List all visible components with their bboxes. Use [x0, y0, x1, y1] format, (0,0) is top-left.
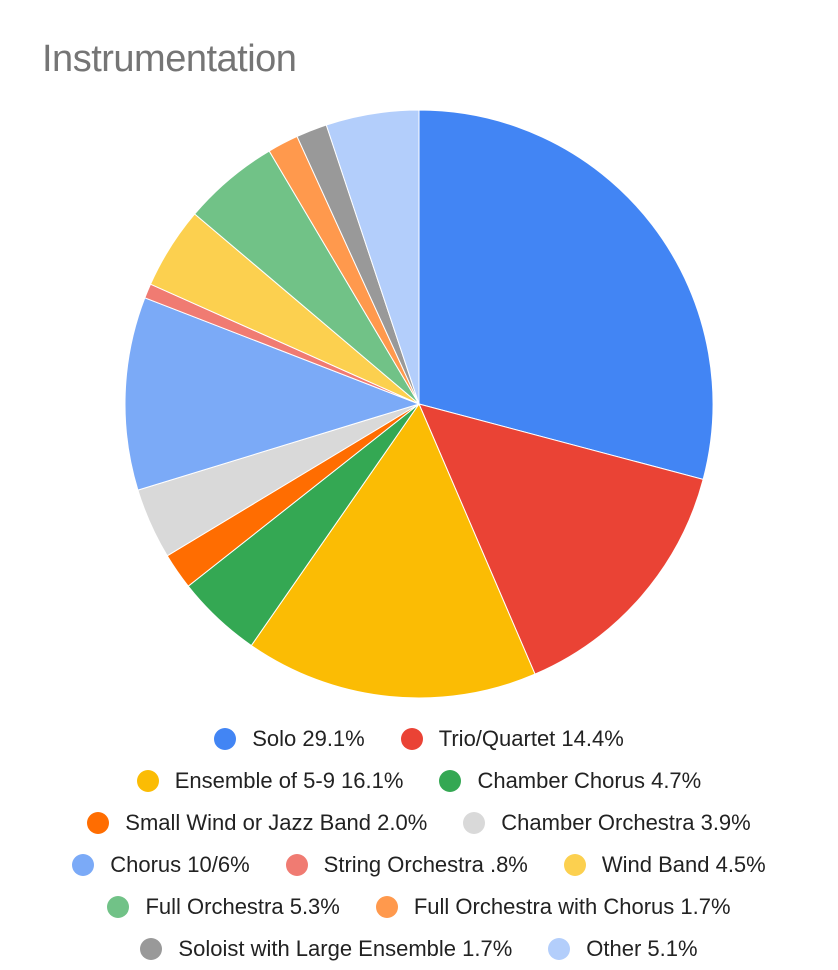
- legend-swatch: [214, 728, 237, 750]
- legend-label: Chorus 10/6%: [110, 852, 250, 877]
- legend-row: Small Wind or Jazz Band 2.0% Chamber Orch…: [0, 802, 838, 844]
- pie-slices: [124, 109, 714, 699]
- legend-swatch: [375, 896, 398, 918]
- legend-swatch: [563, 854, 586, 876]
- legend-label: Wind Band 4.5%: [601, 852, 766, 877]
- legend-item[interactable]: Chamber Orchestra 3.9%: [463, 810, 751, 836]
- legend-item[interactable]: Solo 29.1%: [214, 726, 365, 752]
- pie-slice-12[interactable]: [325, 109, 420, 405]
- legend-item[interactable]: String Orchestra .8%: [285, 852, 528, 878]
- legend-swatch: [72, 854, 95, 876]
- legend-label: Chamber Chorus 4.7%: [477, 768, 702, 793]
- legend-item[interactable]: Soloist with Large Ensemble 1.7%: [140, 936, 512, 962]
- legend-item[interactable]: Other 5.1%: [548, 936, 698, 962]
- legend-item[interactable]: Chamber Chorus 4.7%: [439, 768, 701, 794]
- legend-swatch: [107, 896, 130, 918]
- legend-item[interactable]: Chorus 10/6%: [72, 852, 250, 878]
- pie-slice-2[interactable]: [250, 402, 536, 699]
- legend-label: Full Orchestra 5.3%: [145, 894, 340, 919]
- legend-label: Chamber Orchestra 3.9%: [501, 810, 751, 835]
- legend-row: Solo 29.1% Trio/Quartet 14.4%: [0, 718, 838, 760]
- legend-label: String Orchestra .8%: [323, 852, 528, 877]
- legend-swatch: [463, 812, 486, 834]
- legend-label: Ensemble of 5-9 16.1%: [174, 768, 404, 793]
- chart-title: Instrumentation: [42, 38, 297, 80]
- legend-row: Ensemble of 5-9 16.1% Chamber Chorus 4.7%: [0, 760, 838, 802]
- legend-item[interactable]: Full Orchestra 5.3%: [107, 894, 340, 920]
- legend-label: Full Orchestra with Chorus 1.7%: [413, 894, 731, 919]
- legend-swatch: [136, 770, 159, 792]
- legend-item[interactable]: Ensemble of 5-9 16.1%: [136, 768, 404, 794]
- legend-row: Soloist with Large Ensemble 1.7% Other 5.…: [0, 928, 838, 970]
- legend-swatch: [548, 938, 571, 960]
- legend-item[interactable]: Trio/Quartet 14.4%: [400, 726, 624, 752]
- pie-slice-6[interactable]: [124, 297, 421, 491]
- pie-slice-0[interactable]: [418, 109, 714, 481]
- legend-swatch: [285, 854, 308, 876]
- pie-slice-1[interactable]: [418, 403, 704, 675]
- legend: Solo 29.1% Trio/Quartet 14.4% Ensemble of …: [0, 718, 838, 970]
- legend-swatch: [400, 728, 423, 750]
- legend-item[interactable]: Small Wind or Jazz Band 2.0%: [87, 810, 427, 836]
- legend-swatch: [87, 812, 110, 834]
- legend-label: Soloist with Large Ensemble 1.7%: [178, 936, 513, 961]
- legend-item[interactable]: Wind Band 4.5%: [563, 852, 766, 878]
- legend-swatch: [439, 770, 462, 792]
- legend-label: Trio/Quartet 14.4%: [438, 726, 624, 751]
- legend-row: Full Orchestra 5.3% Full Orchestra with C…: [0, 886, 838, 928]
- legend-item[interactable]: Full Orchestra with Chorus 1.7%: [375, 894, 731, 920]
- legend-label: Solo 29.1%: [252, 726, 365, 751]
- legend-row: Chorus 10/6% String Orchestra .8% Wind Ban…: [0, 844, 838, 886]
- legend-label: Small Wind or Jazz Band 2.0%: [125, 810, 428, 835]
- legend-swatch: [140, 938, 163, 960]
- legend-label: Other 5.1%: [586, 936, 698, 961]
